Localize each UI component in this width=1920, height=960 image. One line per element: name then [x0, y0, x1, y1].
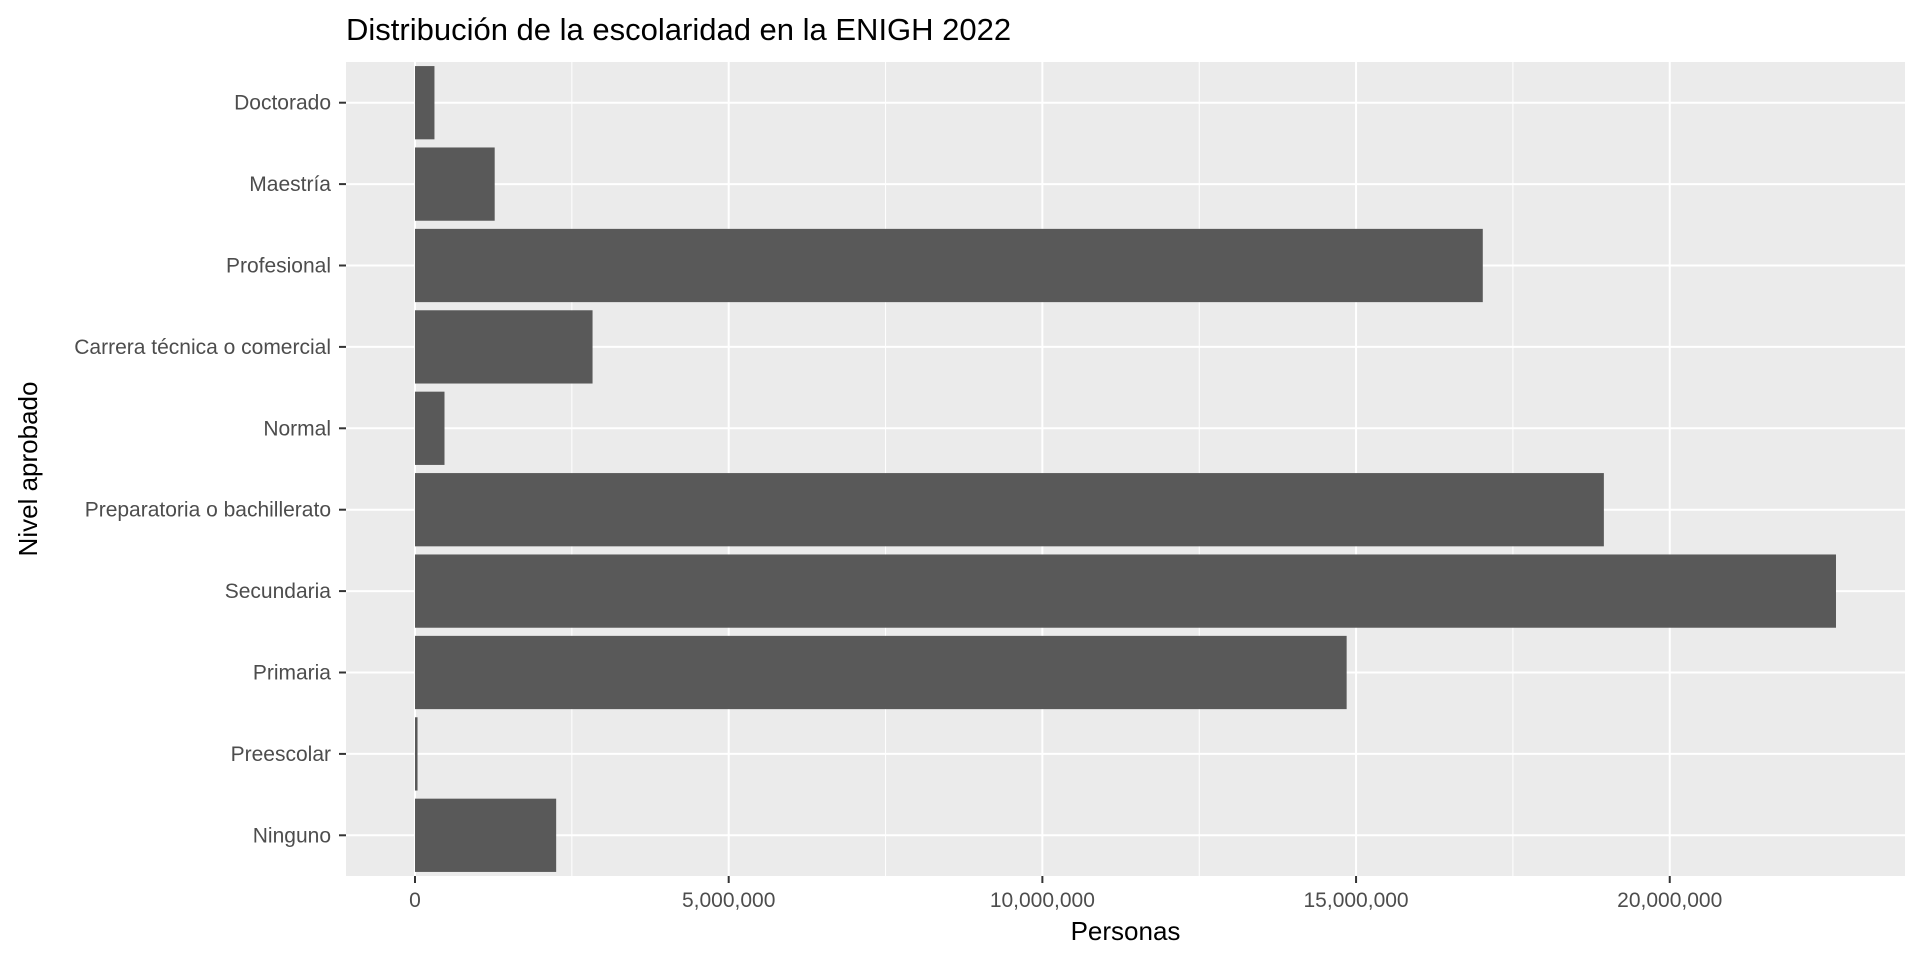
minor-gridlines [571, 62, 1514, 876]
y-tick-label: Secundaria [225, 580, 332, 603]
bar-ninguno [415, 798, 557, 872]
x-tick-label: 15,000,000 [1304, 889, 1409, 912]
y-tick-label: Preescolar [231, 743, 331, 766]
y-tick-label: Preparatoria o bachillerato [85, 499, 331, 522]
y-tick-label: Carrera técnica o comercial [74, 336, 331, 359]
bar-preparatoria-o-bachillerato [415, 473, 1604, 547]
y-tick-label: Maestría [249, 173, 331, 196]
bars [415, 66, 1836, 872]
bar-normal [415, 391, 445, 465]
bar-secundaria [415, 554, 1836, 628]
bar-primaria [415, 635, 1347, 710]
bar-profesional [415, 228, 1483, 303]
y-tick-label: Ninguno [253, 824, 331, 847]
y-tick-label: Primaria [253, 662, 331, 685]
bar-carrera-tecnica-o-comercial [415, 310, 593, 384]
y-tick-label: Profesional [226, 255, 331, 278]
y-axis-title: Nivel aprobado [13, 382, 43, 557]
y-tick-label: Normal [263, 417, 331, 440]
chart-title: Distribución de la escolaridad en la ENI… [346, 12, 1011, 47]
bar-maestria [415, 147, 495, 221]
x-axis: 0 5,000,000 10,000,000 15,000,000 20,000,000 [409, 876, 1722, 912]
bar-doctorado [415, 66, 435, 140]
y-tick-label: Doctorado [234, 92, 331, 115]
x-tick-label: 0 [409, 889, 421, 912]
bar-preescolar [415, 717, 418, 791]
plot-panel [346, 62, 1905, 876]
x-tick-label: 5,000,000 [682, 889, 775, 912]
y-axis: Ninguno Preescolar Primaria Secundaria Prepa… [74, 92, 346, 847]
x-tick-label: 10,000,000 [990, 889, 1095, 912]
x-axis-title: Personas [1071, 916, 1181, 946]
x-tick-label: 20,000,000 [1617, 889, 1722, 912]
